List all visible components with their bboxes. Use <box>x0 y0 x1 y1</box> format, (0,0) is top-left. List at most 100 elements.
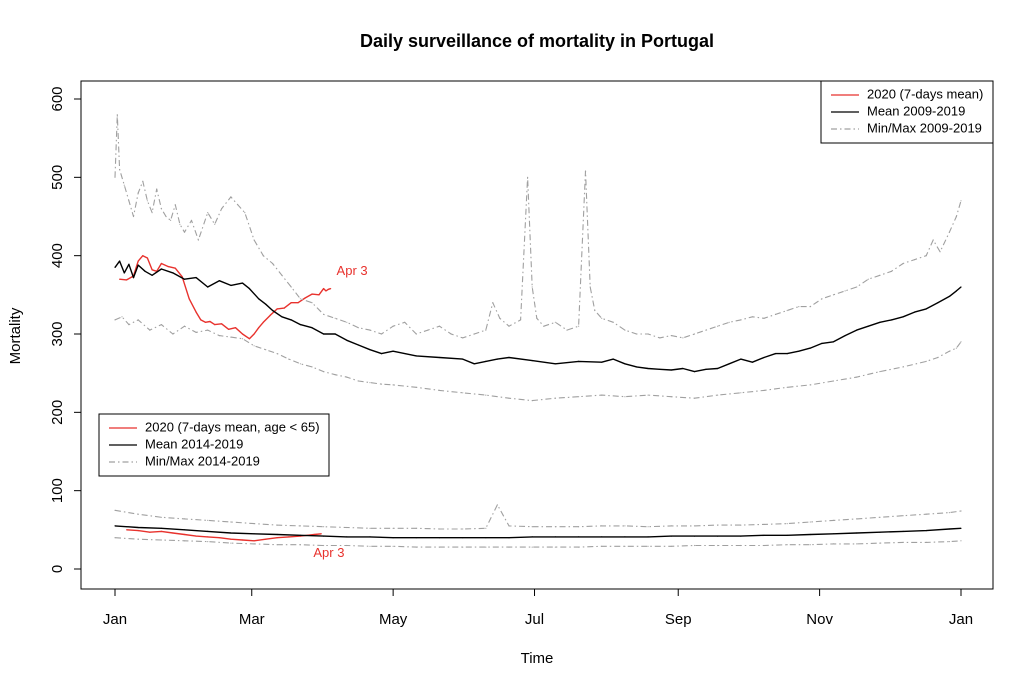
data-point <box>809 544 811 546</box>
data-point <box>763 544 765 547</box>
data-point <box>492 302 494 304</box>
x-axis: Jan Mar May Jul Sep Nov Jan <box>103 588 973 628</box>
data-point <box>693 544 696 547</box>
data-point <box>763 389 765 391</box>
data-point <box>624 396 626 398</box>
data-point <box>809 533 811 536</box>
legend-label: Mean 2009-2019 <box>867 103 965 118</box>
data-point <box>404 321 406 323</box>
data-point <box>902 541 904 544</box>
data-point <box>624 329 626 331</box>
data-point <box>844 290 846 292</box>
data-point <box>183 540 186 542</box>
data-point <box>601 394 603 396</box>
data-point <box>137 192 139 194</box>
data-point <box>346 536 348 538</box>
data-point <box>325 290 327 292</box>
data-point <box>207 212 209 214</box>
data-point <box>123 272 125 274</box>
data-point <box>670 545 672 547</box>
data-point <box>902 515 904 517</box>
data-point <box>856 329 858 331</box>
data-point <box>183 529 186 531</box>
data-point <box>170 219 172 221</box>
data-point <box>137 513 139 515</box>
data-point <box>705 329 707 331</box>
legend-label: 2020 (7-days mean, age < 65) <box>145 419 320 434</box>
data-point <box>485 394 487 396</box>
data-point <box>508 397 510 399</box>
data-point <box>265 349 267 351</box>
data-point <box>955 290 958 292</box>
data-point <box>925 513 927 515</box>
data-point <box>955 347 958 349</box>
data-point <box>902 262 904 265</box>
data-point <box>313 533 315 536</box>
data-point <box>149 329 151 331</box>
series-line-max-2014-2019 <box>114 504 962 530</box>
data-point <box>128 324 130 326</box>
data-point <box>121 316 123 318</box>
y-tick-label: 600 <box>49 86 66 111</box>
data-point <box>867 325 869 327</box>
data-point <box>682 337 684 339</box>
data-point <box>172 532 174 534</box>
data-point <box>160 527 162 529</box>
data-point <box>346 339 348 341</box>
data-point <box>879 274 881 276</box>
data-point <box>462 528 464 530</box>
data-point <box>320 533 322 535</box>
data-point <box>188 298 190 300</box>
data-point <box>601 525 603 527</box>
data-point <box>346 526 348 529</box>
data-point <box>496 358 498 360</box>
data-point <box>276 353 278 355</box>
data-point <box>392 537 394 539</box>
data-point <box>740 319 742 321</box>
data-point <box>960 200 962 202</box>
data-point <box>165 215 167 218</box>
data-point <box>450 333 452 335</box>
data-point <box>832 519 835 522</box>
data-point <box>948 528 951 530</box>
data-point <box>890 270 893 272</box>
data-point <box>578 360 580 362</box>
data-point <box>183 278 186 280</box>
data-point <box>693 397 696 399</box>
data-point <box>207 530 209 533</box>
data-point <box>218 280 220 282</box>
data-point <box>357 380 359 382</box>
data-point <box>635 366 638 368</box>
data-point <box>925 541 927 544</box>
data-point <box>160 539 162 541</box>
data-point <box>221 323 223 325</box>
data-point <box>172 272 174 274</box>
data-point <box>183 231 186 233</box>
chart-title: Daily surveillance of mortality in Portu… <box>360 31 714 51</box>
data-point <box>195 535 197 537</box>
data-point <box>717 394 719 396</box>
legend-box <box>98 413 330 477</box>
legend-label: Mean 2014-2019 <box>145 436 243 451</box>
data-point <box>290 286 292 288</box>
data-point <box>346 544 348 547</box>
data-point <box>809 384 811 386</box>
data-point <box>311 293 313 295</box>
data-point <box>128 263 130 265</box>
series-min-2014-2019 <box>114 537 962 548</box>
data-point <box>693 333 696 335</box>
data-point <box>276 308 278 310</box>
data-point <box>485 527 487 529</box>
data-point <box>844 335 846 337</box>
data-point <box>601 545 603 547</box>
data-point <box>856 532 858 534</box>
data-point <box>659 337 661 339</box>
data-point <box>821 342 823 344</box>
data-point <box>902 316 904 318</box>
data-point <box>253 345 255 347</box>
data-point <box>508 325 510 327</box>
data-point <box>357 327 359 329</box>
data-point <box>856 518 858 520</box>
data-point <box>323 288 325 290</box>
